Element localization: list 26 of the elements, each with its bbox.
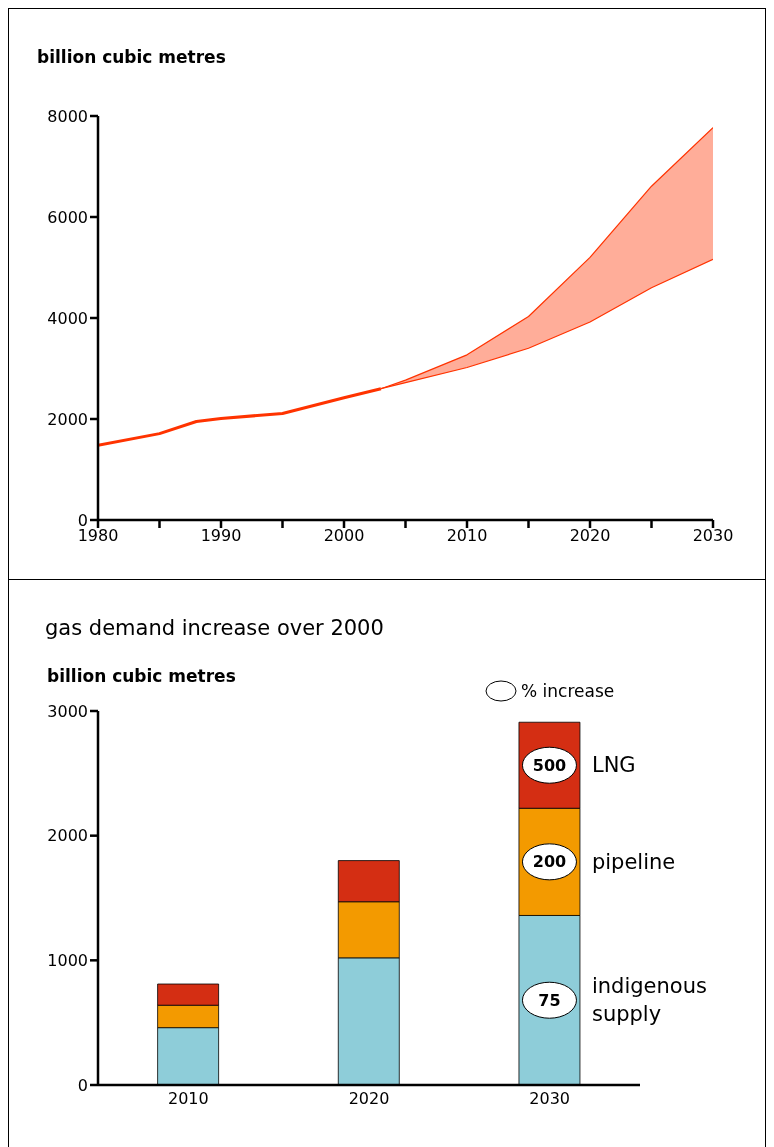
x-tick-label: 2000 [323, 526, 365, 546]
chart-title: gas demand increase over 2000 [45, 616, 384, 640]
annotation: 500 [532, 755, 567, 775]
y-tick-label: 3000 [47, 701, 88, 721]
y-tick-label: 4000 [47, 308, 88, 328]
text: % increase [521, 681, 615, 701]
y-tick-label: 8000 [47, 106, 88, 126]
y-tick-label: 1000 [47, 951, 88, 971]
legend-label: indigenous supply [591, 974, 707, 1027]
x-tick-label: 2010 [446, 526, 488, 546]
x-tick-label: 1990 [200, 526, 242, 546]
annotation: 200 [532, 852, 567, 872]
legend-label: pipeline [591, 849, 676, 874]
y-axis-title: billion cubic metres [47, 666, 236, 686]
y-tick-label: 6000 [47, 207, 88, 227]
legend-label: LNG [591, 753, 636, 778]
x-tick-label: 2010 [167, 1089, 209, 1109]
x-tick-label: 2020 [348, 1089, 390, 1109]
x-tick-label: 2030 [692, 526, 734, 546]
x-tick-label: 2030 [529, 1089, 571, 1109]
y-tick-label: 0 [77, 1075, 88, 1095]
y-tick-label: 2000 [47, 826, 88, 846]
y-axis-title: billion cubic metres [37, 47, 226, 67]
y-tick-label: 2000 [47, 409, 88, 429]
annotation: 75 [538, 990, 561, 1010]
x-tick-label: 2020 [569, 526, 611, 546]
